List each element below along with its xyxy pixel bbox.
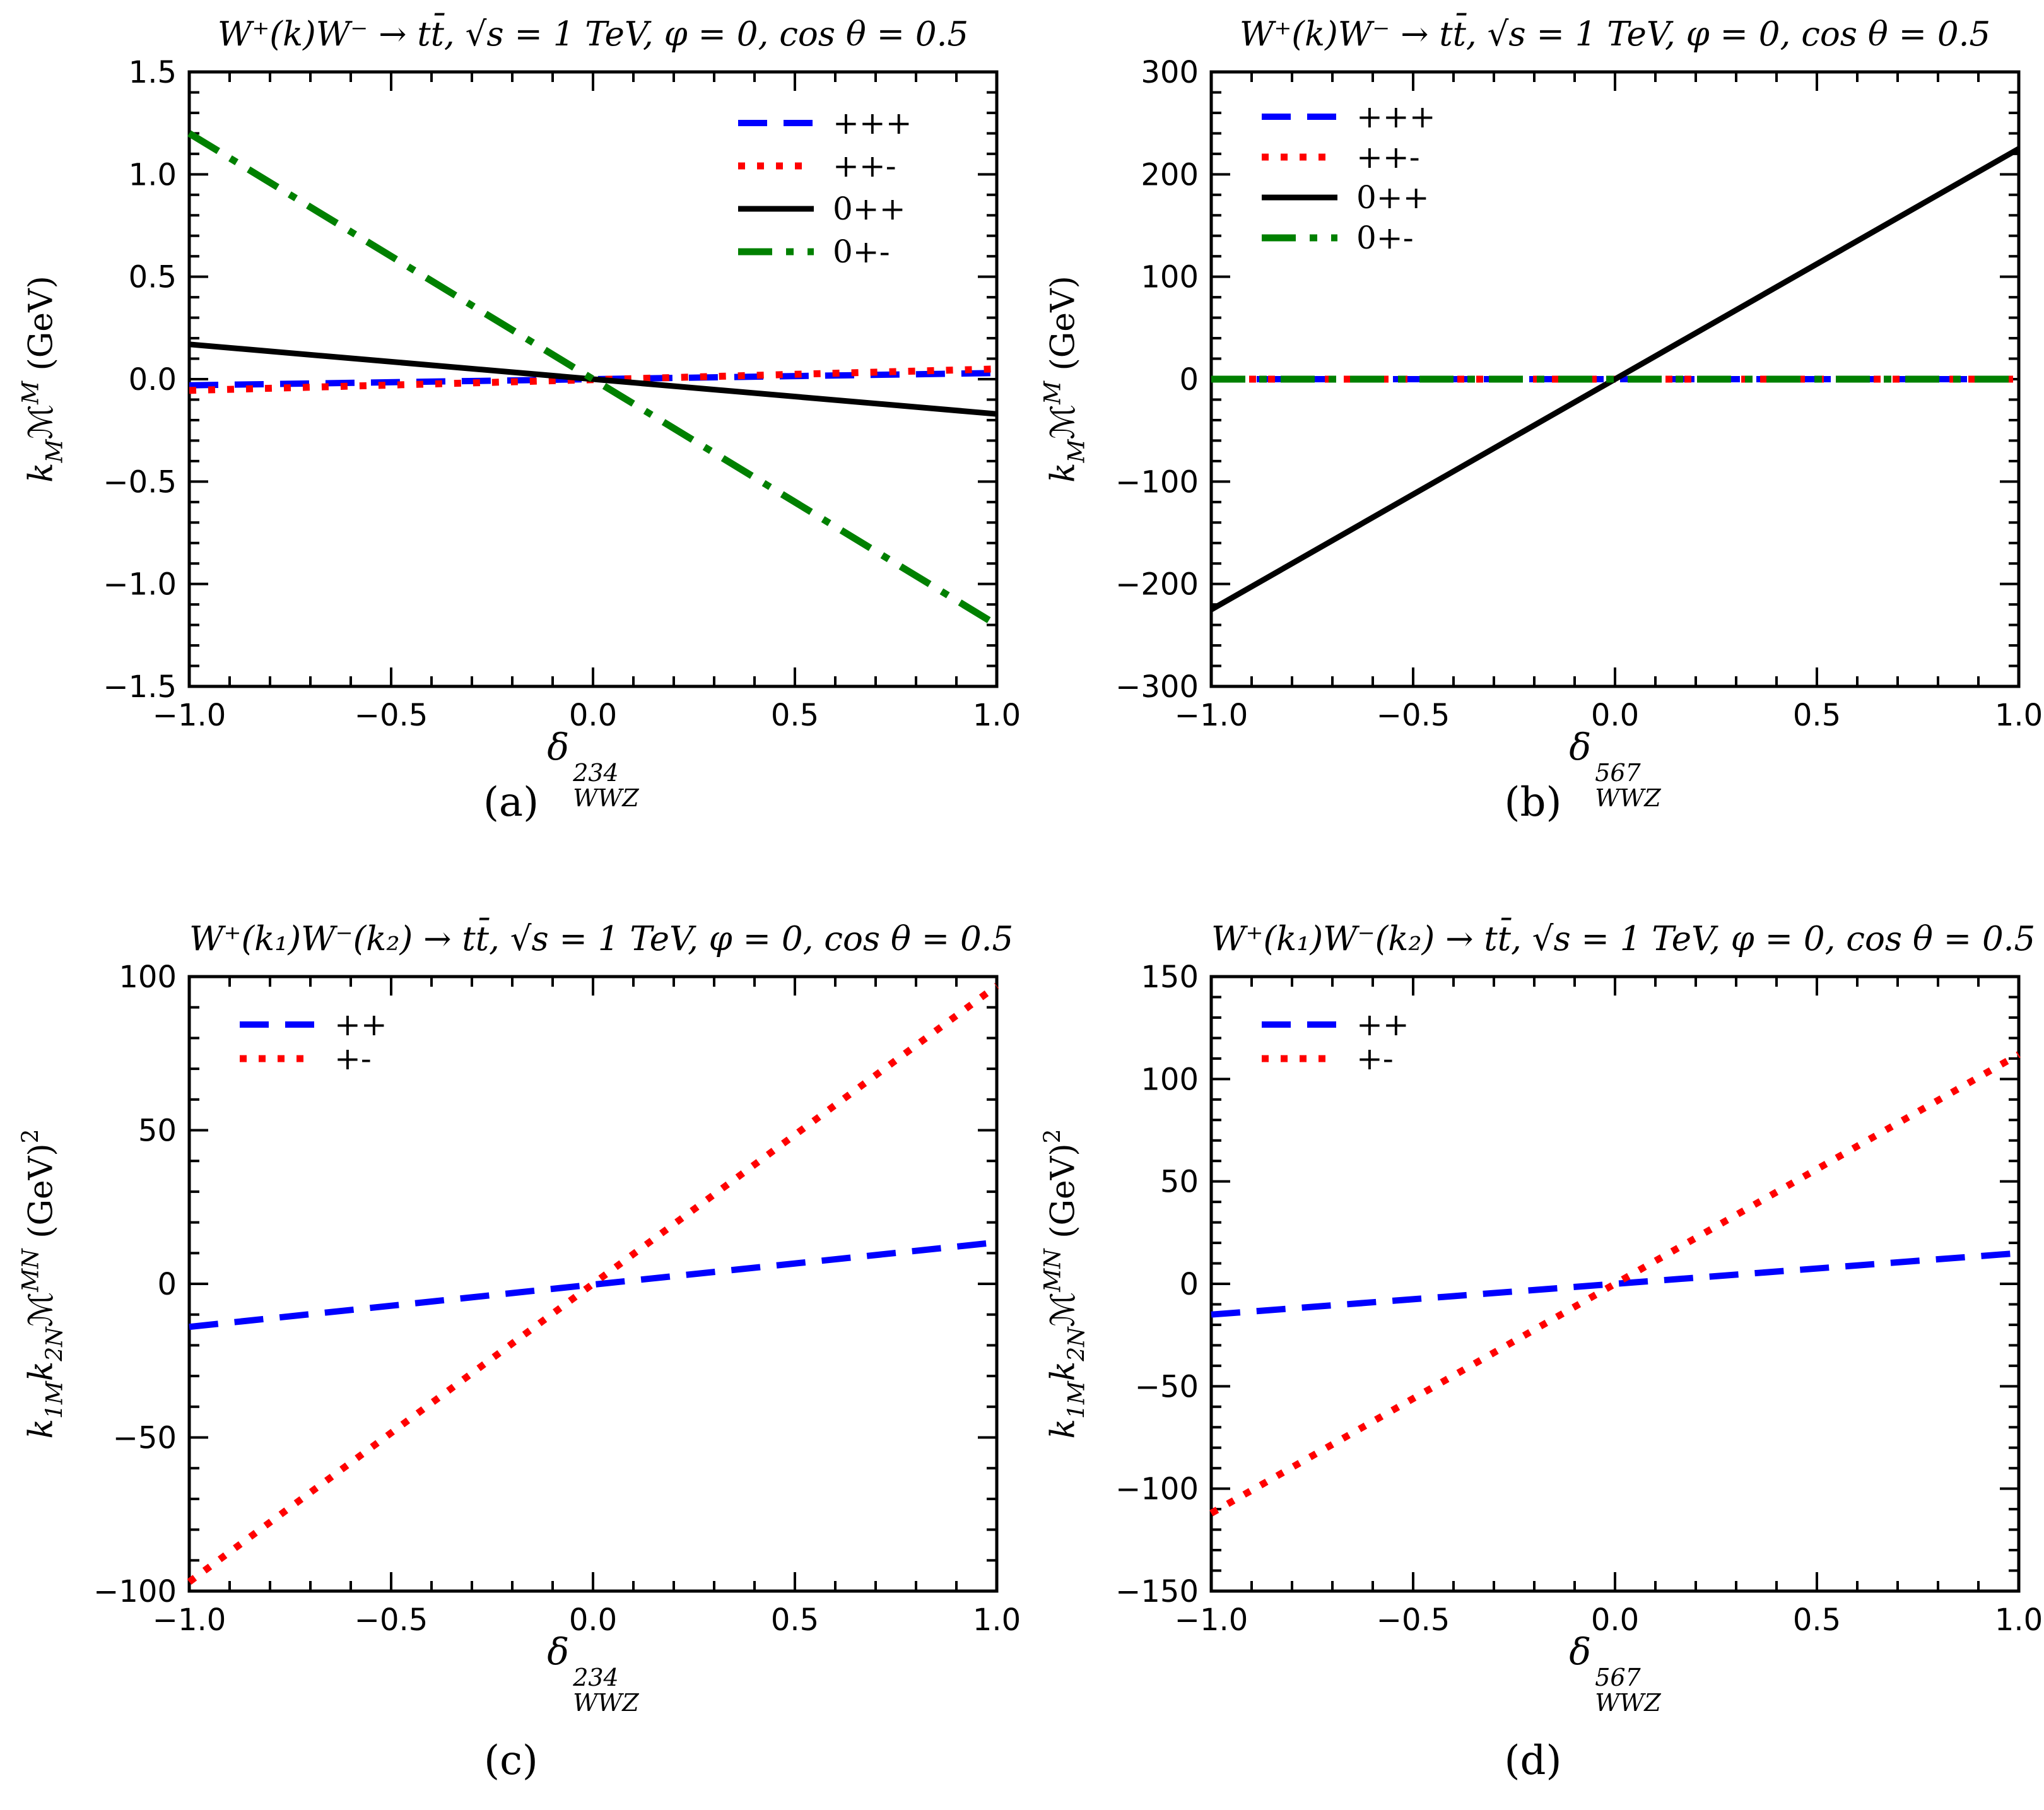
legend-label: 0++ [1356, 179, 1430, 216]
legend-label: 0+- [833, 233, 890, 270]
panel-title: W⁺(k)W⁻ → tt̄, √s = 1 TeV, φ = 0, cos θ … [217, 15, 969, 54]
x-axis-label: δ 567 WWZ [1569, 1630, 1661, 1717]
y-tick-label: −0.5 [103, 464, 177, 500]
panel-title: W⁺(k)W⁻ → tt̄, √s = 1 TeV, φ = 0, cos θ … [1239, 15, 1991, 54]
series-line-0++ [1209, 146, 2021, 613]
y-tick-label: 300 [1141, 55, 1199, 90]
x-tick-label: 0.5 [1793, 698, 1841, 733]
y-tick-label: −300 [1115, 669, 1199, 705]
y-tick-label: 100 [1141, 260, 1199, 295]
panel-a: −1.0 −0.5 0.0 0.5 1.0 −1.5 −1.0 −0.5 0.0 0.5 1.0 1.… [0, 0, 1022, 905]
x-tick-label: 0.5 [1793, 1602, 1841, 1638]
x-tick-label: −1.0 [153, 698, 226, 733]
x-tick-label: 0.0 [1591, 698, 1639, 733]
series-line-+- [1209, 1051, 2021, 1517]
panel-c: −1.0 −0.5 0.0 0.5 1.0 −100 −50 0 50 100 ++ +- W⁺(k₁… [0, 905, 1022, 1810]
x-tick-label: −1.0 [1175, 1602, 1248, 1638]
plot-area-d: −1.0 −0.5 0.0 0.5 1.0 −150 −100 −50 0 50 100 150 +++… [1115, 960, 2043, 1638]
legend-label: +- [334, 1040, 372, 1077]
legend-label: ++ [1356, 1006, 1409, 1043]
y-tick-label: 100 [119, 960, 177, 995]
y-tick-label: 100 [1141, 1062, 1199, 1097]
x-tick-label: 0.0 [569, 698, 617, 733]
y-tick-label: 50 [138, 1114, 177, 1149]
y-tick-label: 1.0 [129, 157, 177, 192]
series-line-+- [187, 983, 999, 1585]
plot-area-b: −1.0 −0.5 0.0 0.5 1.0 −300 −200 −100 0 100 200 300 +… [1115, 55, 2043, 733]
y-tick-label: 0.0 [129, 362, 177, 397]
legend-label: +- [1356, 1040, 1394, 1077]
legend-label: 0+- [1356, 220, 1414, 256]
x-tick-label: −1.0 [1175, 698, 1248, 733]
panel-d: −1.0 −0.5 0.0 0.5 1.0 −150 −100 −50 0 50 100 150 ++ +… [1022, 905, 2044, 1810]
series-line-0+- [187, 130, 999, 628]
plot-area-c: −1.0 −0.5 0.0 0.5 1.0 −100 −50 0 50 100 +++- [93, 960, 1021, 1638]
plot-area-a: −1.0 −0.5 0.0 0.5 1.0−1.5−1.0−0.50.00.51.01.… [103, 55, 1021, 733]
y-tick-label: −1.0 [103, 567, 177, 602]
y-tick-label: 0 [1179, 362, 1199, 397]
y-tick-label: 0 [157, 1267, 177, 1302]
x-axis-label: δ 234 WWZ [547, 1630, 639, 1717]
x-tick-label: 1.0 [973, 1602, 1021, 1638]
panel-caption: (d) [1504, 1737, 1562, 1784]
axes-box [187, 975, 999, 1593]
x-tick-label: 0.5 [771, 1602, 819, 1638]
y-tick-label: 0.5 [129, 260, 177, 295]
x-tick-label: 1.0 [973, 698, 1021, 733]
x-tick-label: −0.5 [355, 1602, 428, 1638]
y-axis-label: kMℳM (GeV) [1040, 276, 1090, 483]
axes-box [187, 70, 999, 688]
panel-caption: (c) [484, 1737, 538, 1784]
panel-caption: (a) [483, 779, 539, 826]
y-tick-label: −100 [93, 1574, 177, 1609]
x-axis-label: δ 567 WWZ [1569, 726, 1661, 812]
legend-label: 0++ [833, 191, 906, 227]
series-line-++ [1211, 1250, 2019, 1318]
y-tick-label: 200 [1141, 157, 1199, 192]
y-axis-label: k1Mk2NℳMN (GeV)2 [1040, 1129, 1090, 1439]
y-tick-label: −50 [113, 1421, 177, 1456]
panel-b: −1.0 −0.5 0.0 0.5 1.0 −300 −200 −100 0 100 200 300 +… [1022, 0, 2044, 905]
y-tick-label: 150 [1141, 960, 1199, 995]
y-tick-label: −200 [1115, 567, 1199, 602]
legend-label: +++ [833, 105, 912, 141]
x-tick-label: 0.0 [569, 1602, 617, 1638]
y-tick-label: −150 [1115, 1574, 1199, 1609]
axes-box [1209, 975, 2021, 1593]
x-tick-label: −0.5 [1377, 1602, 1450, 1638]
series-line-++ [189, 1239, 997, 1331]
y-tick-label: 1.5 [129, 55, 177, 90]
x-axis-label: δ 234 WWZ [547, 726, 639, 812]
y-tick-label: 0 [1179, 1267, 1199, 1302]
legend-label: +++ [1356, 98, 1436, 135]
y-tick-label: −50 [1135, 1369, 1199, 1404]
y-axis-label: k1Mk2NℳMN (GeV)2 [18, 1129, 68, 1439]
legend-label: ++- [1356, 139, 1420, 175]
x-tick-label: 0.0 [1591, 1602, 1639, 1638]
panel-title: W⁺(k₁)W⁻(k₂) → tt̄, √s = 1 TeV, φ = 0, c… [189, 920, 1014, 958]
legend-label: ++- [833, 148, 896, 184]
panel-title: W⁺(k₁)W⁻(k₂) → tt̄, √s = 1 TeV, φ = 0, c… [1211, 920, 2036, 958]
legend-label: ++ [334, 1006, 387, 1043]
y-tick-label: −1.5 [103, 669, 177, 705]
x-tick-label: 0.5 [771, 698, 819, 733]
y-tick-label: −100 [1115, 464, 1199, 500]
y-tick-label: −100 [1115, 1472, 1199, 1507]
x-tick-label: −1.0 [153, 1602, 226, 1638]
y-tick-label: 50 [1160, 1165, 1199, 1200]
x-tick-label: −0.5 [1377, 698, 1450, 733]
x-tick-label: 1.0 [1995, 698, 2043, 733]
panel-caption: (b) [1504, 779, 1562, 826]
x-tick-label: −0.5 [355, 698, 428, 733]
y-axis-label: kMℳM (GeV) [18, 276, 68, 483]
x-tick-label: 1.0 [1995, 1602, 2043, 1638]
series-line-0++ [189, 341, 997, 417]
